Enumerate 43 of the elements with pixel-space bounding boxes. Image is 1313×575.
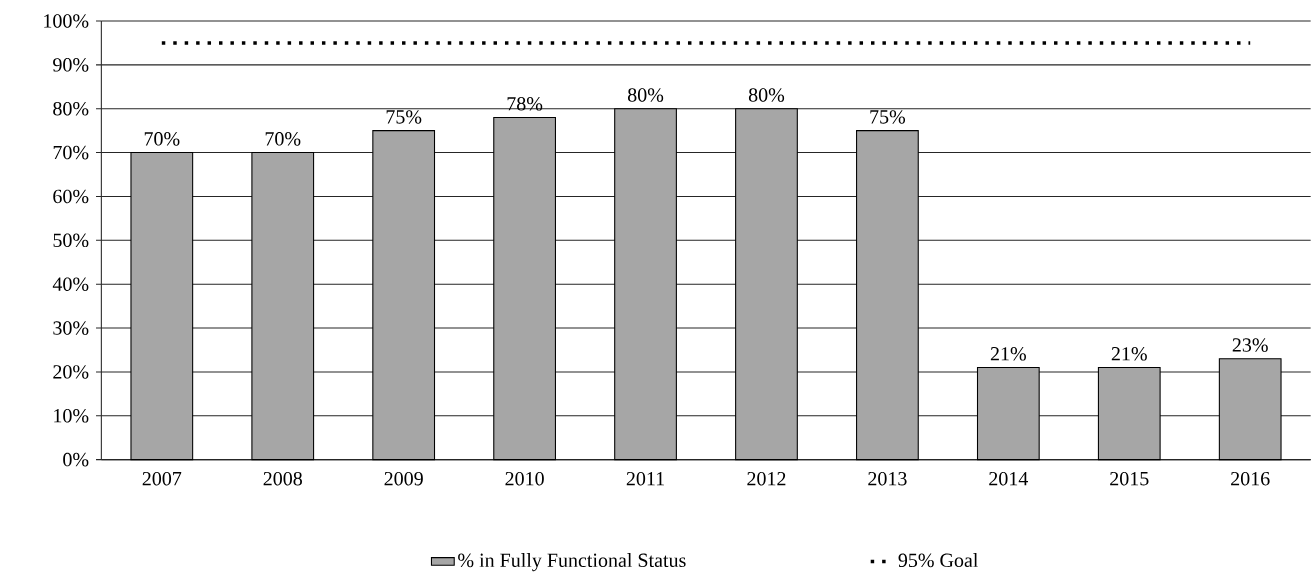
y-tick-label: 60% bbox=[53, 189, 89, 204]
data-label: 75% bbox=[386, 110, 422, 124]
x-tick-label: 2013 bbox=[868, 471, 907, 486]
y-tick-label: 0% bbox=[63, 452, 89, 467]
bar bbox=[493, 116, 556, 461]
legend-label: 95% Goal bbox=[898, 552, 978, 568]
data-label: 70% bbox=[144, 132, 180, 146]
data-label: 80% bbox=[627, 88, 664, 102]
data-label: 80% bbox=[748, 88, 785, 102]
x-tick-label: 2007 bbox=[142, 471, 182, 486]
data-label: 21% bbox=[1111, 346, 1147, 361]
y-tick-label: 100% bbox=[44, 14, 89, 28]
bar bbox=[1218, 358, 1282, 461]
bar bbox=[251, 151, 315, 461]
x-tick-label: 2014 bbox=[989, 471, 1029, 486]
data-label: 23% bbox=[1232, 338, 1268, 352]
bar bbox=[735, 108, 798, 461]
y-tick-label: 70% bbox=[53, 145, 89, 160]
x-tick-label: 2012 bbox=[747, 471, 786, 486]
x-tick-label: 2016 bbox=[1231, 471, 1270, 486]
bar bbox=[130, 151, 194, 461]
bar bbox=[372, 130, 436, 461]
legend-label: % in Fully Functional Status bbox=[458, 552, 686, 572]
bar bbox=[614, 108, 677, 461]
data-label: 78% bbox=[507, 96, 543, 111]
x-tick-label: 2008 bbox=[263, 471, 302, 486]
data-label: 70% bbox=[265, 132, 301, 146]
x-tick-label: 2009 bbox=[384, 471, 423, 486]
y-tick-label: 20% bbox=[53, 365, 89, 379]
y-tick-label: 50% bbox=[53, 233, 89, 248]
data-label: 75% bbox=[870, 110, 906, 124]
y-tick-label: 10% bbox=[54, 408, 89, 423]
bar bbox=[856, 130, 919, 461]
y-tick-label: 30% bbox=[53, 321, 89, 335]
data-label: 21% bbox=[990, 346, 1026, 361]
bar bbox=[976, 366, 1040, 461]
y-tick-label: 90% bbox=[53, 57, 89, 72]
x-tick-label: 2011 bbox=[626, 471, 664, 486]
bar bbox=[1097, 366, 1161, 461]
y-tick-label: 40% bbox=[52, 277, 89, 291]
x-tick-label: 2015 bbox=[1110, 471, 1149, 486]
x-tick-label: 2010 bbox=[505, 471, 544, 486]
y-tick-label: 80% bbox=[53, 101, 89, 116]
